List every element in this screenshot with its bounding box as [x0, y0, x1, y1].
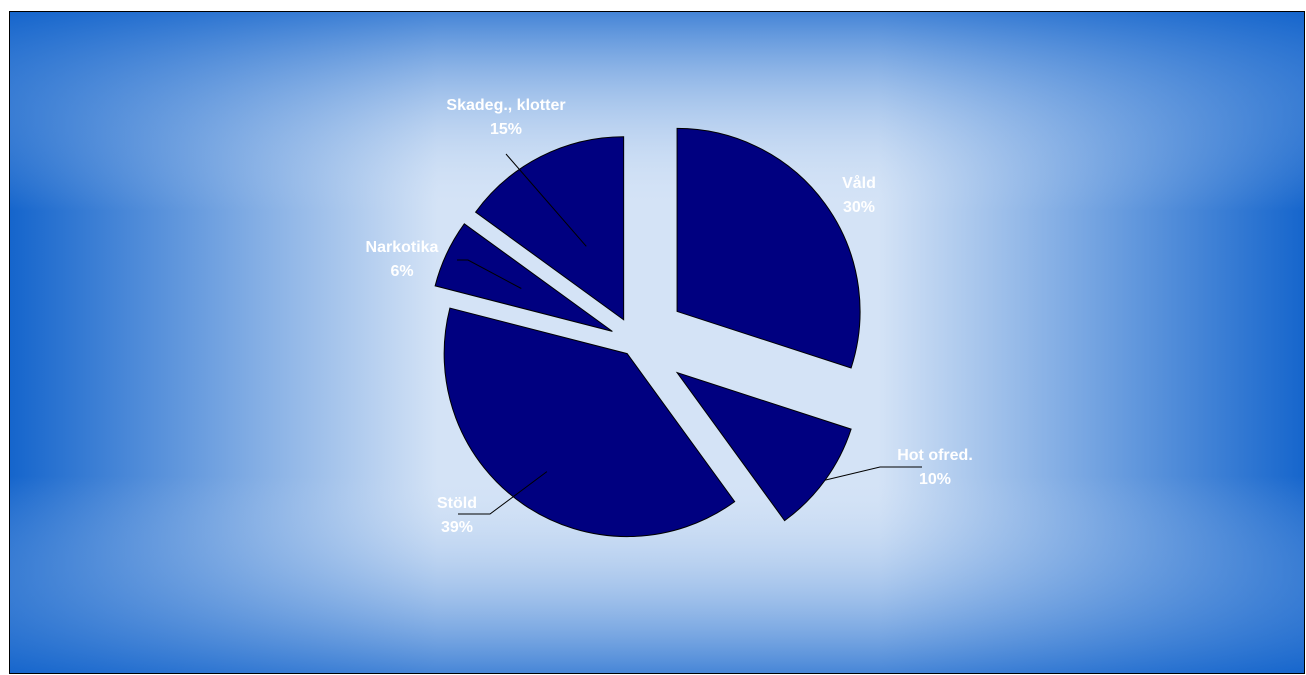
leader-line-5	[505, 153, 587, 247]
leader-lines	[457, 153, 922, 515]
slice-value-label: 30%	[843, 199, 875, 216]
slice-value-label: 10%	[919, 471, 951, 488]
slice-label: Våld	[842, 174, 876, 192]
pie-slices	[434, 127, 861, 538]
chart-background-vertical-overlay	[10, 12, 1304, 673]
slice-value-label: 15%	[490, 121, 522, 138]
slice-labels: Våld 30% Hot ofred. 10% Stöld 39% Narkotika 6% S…	[366, 97, 973, 536]
leader-line-2	[825, 466, 922, 481]
pie-chart: Våld 30% Hot ofred. 10% Stöld 39% Narkotika 6% S…	[10, 12, 1304, 673]
leader-line-4	[457, 259, 522, 289]
leader-line-3	[458, 471, 548, 515]
pie-slice-1	[676, 127, 861, 369]
slice-label: Stöld	[437, 495, 477, 512]
slice-label: Skadeg., klotter	[446, 97, 565, 114]
pie-slice-2	[675, 371, 852, 522]
chart-frame: Våld 30% Hot ofred. 10% Stöld 39% Narkotika 6% S…	[9, 11, 1305, 674]
pie-slice-3	[443, 307, 736, 538]
slice-value-label: 39%	[441, 519, 473, 536]
slice-label: Hot ofred.	[897, 447, 973, 464]
slice-value-label: 6%	[390, 263, 413, 280]
pie-slice-5	[474, 136, 625, 321]
pie-slice-4	[434, 223, 613, 332]
slice-label: Narkotika	[366, 239, 439, 256]
